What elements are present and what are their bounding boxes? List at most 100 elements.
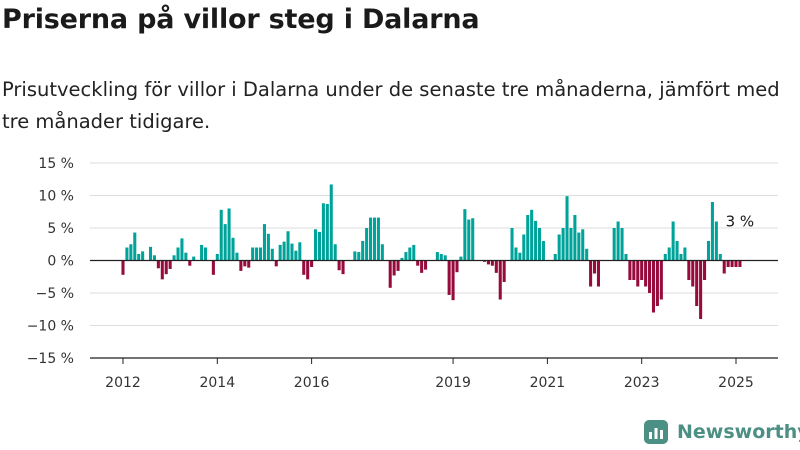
bar — [514, 247, 518, 261]
data-label-latest: 3 % — [726, 213, 755, 231]
bar — [333, 244, 337, 261]
bar — [306, 260, 310, 280]
bar — [310, 260, 314, 267]
bar — [298, 242, 302, 261]
bar — [251, 247, 255, 261]
bar — [581, 229, 585, 261]
bar — [160, 260, 164, 280]
bar — [553, 254, 557, 261]
newsworthy-logo-icon — [644, 420, 668, 444]
bar — [357, 252, 361, 261]
bar — [247, 260, 251, 268]
bar — [541, 241, 545, 261]
bar — [439, 254, 443, 261]
x-tick-label: 2021 — [530, 375, 566, 391]
bar — [569, 228, 573, 261]
bar — [565, 196, 569, 261]
y-tick-label: −5 % — [36, 286, 74, 302]
bar — [651, 260, 656, 313]
bar — [176, 247, 180, 261]
bar — [239, 260, 243, 271]
bar — [577, 232, 581, 261]
bar — [259, 247, 263, 261]
bar — [266, 233, 270, 261]
bar — [510, 228, 514, 261]
bar — [361, 241, 365, 261]
bar — [498, 260, 502, 300]
bar — [376, 217, 380, 261]
bar — [561, 228, 565, 261]
x-tick-label: 2014 — [199, 375, 235, 391]
bar — [714, 221, 718, 261]
bar — [325, 203, 329, 261]
bar — [534, 220, 538, 261]
bar — [459, 256, 463, 261]
bar — [424, 260, 428, 270]
bar — [467, 219, 471, 261]
y-tick-label: −15 % — [27, 351, 74, 367]
bar — [388, 260, 392, 288]
bar — [526, 215, 530, 261]
bar — [392, 260, 396, 276]
bar — [137, 254, 141, 261]
bar — [596, 260, 600, 287]
bar — [235, 252, 239, 261]
bar — [675, 241, 679, 261]
x-tick-label: 2023 — [624, 375, 660, 391]
bar — [451, 260, 455, 301]
annotations: 3 % — [726, 213, 755, 231]
bar — [274, 260, 278, 267]
bar — [655, 260, 659, 306]
bar — [671, 221, 675, 261]
bar — [227, 208, 231, 261]
bar — [663, 254, 667, 261]
x-tick-label: 2012 — [105, 375, 141, 391]
bar — [203, 247, 208, 261]
y-tick-label: 15 % — [38, 156, 74, 172]
bar — [722, 260, 726, 274]
bar — [738, 260, 742, 267]
bar — [687, 260, 691, 280]
bar — [679, 254, 683, 261]
bar — [412, 244, 416, 261]
bar — [168, 260, 172, 269]
brand-name: Newsworthy — [677, 421, 800, 443]
bar-chart: −15 %−10 %−5 %0 %5 %10 %15 % 2012 2014 201… — [27, 156, 778, 391]
bar — [404, 252, 408, 261]
bar — [416, 260, 420, 266]
bar — [683, 247, 687, 261]
bar — [522, 234, 526, 261]
chart-title: Priserna på villor steg i Dalarna — [2, 4, 480, 35]
bar — [133, 232, 137, 261]
bar — [537, 228, 542, 261]
bar — [121, 260, 125, 275]
bar — [636, 260, 640, 287]
y-tick-label: −10 % — [27, 319, 74, 335]
bar — [573, 215, 577, 261]
bar — [172, 255, 176, 261]
bar — [718, 254, 722, 261]
bar — [365, 228, 369, 261]
bar — [703, 260, 707, 280]
bar — [317, 231, 321, 261]
bar — [691, 260, 695, 287]
y-tick-label: 5 % — [47, 221, 74, 237]
chart-subtitle: Prisutveckling för villor i Dalarna unde… — [2, 78, 780, 133]
bar — [337, 260, 341, 271]
bar — [557, 234, 561, 261]
bar — [624, 254, 628, 261]
bar — [353, 251, 357, 261]
bar — [156, 260, 160, 269]
bar — [589, 260, 593, 287]
bar — [612, 228, 616, 261]
bar — [341, 260, 345, 275]
bar — [184, 252, 188, 261]
bar — [400, 257, 404, 261]
bar — [730, 260, 734, 267]
bar — [294, 250, 298, 261]
bar — [620, 228, 624, 261]
bar — [223, 224, 227, 261]
brand-logo: Newsworthy — [644, 420, 800, 444]
x-axis-labels: 2012 2014 2016 2019 2021 2023 2025 — [105, 375, 754, 391]
bar — [278, 244, 282, 261]
